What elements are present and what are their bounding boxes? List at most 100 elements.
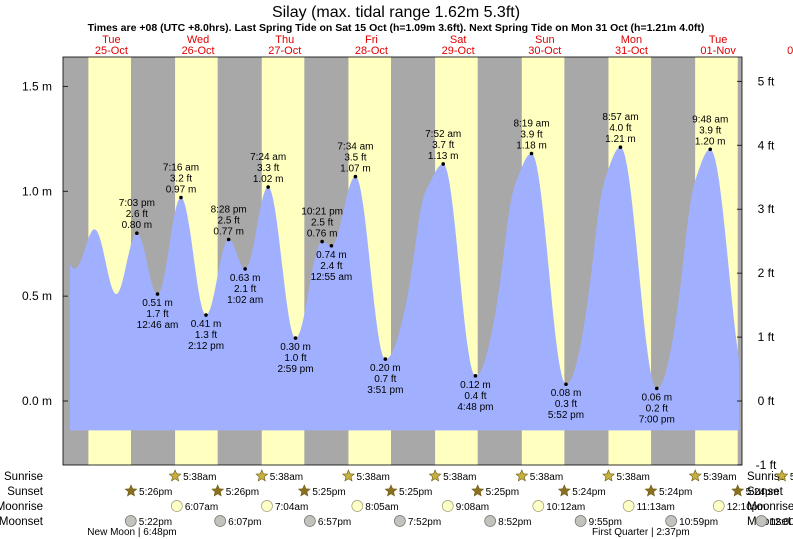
sunset-row-label-left: Sunset: [7, 486, 44, 498]
day-date-label: 28-Oct: [355, 45, 388, 57]
tide-time-label: 7:03 pm: [119, 198, 155, 209]
day-name-label: Sat: [450, 34, 467, 46]
tide-feet-label: 0.4 ft: [464, 391, 486, 402]
tide-height-label: 1.18 m: [516, 140, 547, 151]
moonset-time: 12:00am: [770, 517, 793, 528]
tide-feet-label: 0.7 ft: [374, 374, 396, 385]
sunset-icon: [211, 484, 225, 497]
sunset-time: 5:25pm: [312, 487, 345, 498]
moonrise-time: 7:04am: [275, 502, 308, 513]
day-name-label: Mon: [621, 34, 642, 46]
moonrise-icon: [441, 500, 454, 512]
sunset-icon: [557, 484, 571, 497]
tide-time-label: 2:12 pm: [188, 341, 224, 352]
day-date-label: 02-Nov: [787, 45, 793, 57]
y-right-tick-label: 0 ft: [758, 394, 775, 408]
tide-time-label: 3:51 pm: [367, 385, 403, 396]
tide-feet-label: 0.2 ft: [646, 403, 668, 414]
moonset-icon: [124, 515, 137, 527]
sunrise-icon: [688, 469, 702, 482]
sunrise-time: 5:38am: [183, 472, 216, 483]
tide-time-label: 7:00 pm: [639, 414, 675, 425]
sunrise-time: 5:38am: [270, 472, 303, 483]
tide-time-label: 7:16 am: [163, 163, 199, 174]
day-date-label: 01-Nov: [700, 45, 736, 57]
tide-height-label: 1.02 m: [253, 174, 284, 185]
sunrise-icon: [168, 469, 182, 482]
tide-time-label: 7:34 am: [337, 142, 373, 153]
sunset-time: 5:24pm: [572, 487, 605, 498]
day-name-label: Thu: [275, 34, 294, 46]
sunset-icon: [471, 484, 485, 497]
tide-point: [179, 195, 183, 200]
y-left-tick-label: 1.0 m: [22, 184, 52, 198]
sunset-time: 5:25pm: [486, 487, 519, 498]
tide-point: [654, 386, 659, 391]
tide-point: [441, 162, 446, 166]
tide-point: [204, 313, 208, 317]
moonset-time: 9:55pm: [589, 517, 622, 528]
sunset-row-label-right: Sunset: [747, 486, 784, 498]
sunset-time: 5:24pm: [746, 487, 779, 498]
tide-point: [529, 151, 534, 156]
sunset-icon: [384, 484, 398, 497]
tide-feet-label: 4.0 ft: [609, 123, 631, 134]
sunset-icon: [644, 484, 658, 497]
y-right-tick-label: -1 ft: [756, 458, 777, 472]
moonset-time: 5:22pm: [139, 517, 172, 528]
day-date-label: 26-Oct: [182, 45, 215, 57]
plot-frame: [62, 56, 743, 466]
tide-height-label: 0.63 m: [230, 273, 261, 284]
tide-height-label: 1.07 m: [340, 164, 371, 175]
first-quarter-label: First Quarter | 2:37pm: [592, 527, 690, 538]
sunset-time: 5:26pm: [139, 487, 172, 498]
moonset-icon: [755, 515, 768, 527]
sunrise-time: 5:38am: [616, 472, 649, 483]
tide-time-label: 8:28 pm: [211, 204, 247, 215]
y-left-tick-label: 0.5 m: [22, 289, 52, 303]
moonrise-time: 8:05am: [365, 502, 398, 513]
tide-feet-label: 2.4 ft: [320, 261, 342, 272]
moonrise-icon: [351, 500, 364, 512]
tide-height-label: 0.76 m: [307, 229, 338, 240]
sunrise-time: 5:38am: [443, 472, 476, 483]
y-right-tick-label: 2 ft: [758, 266, 775, 280]
y-right-tick-label: 1 ft: [758, 330, 775, 344]
tide-height-label: 0.51 m: [142, 298, 173, 309]
sunset-icon: [124, 484, 138, 497]
y-right-tick-label: 3 ft: [758, 202, 775, 216]
y-axis-left: 1.5 m 1.0 m 0.5 m 0.0 m: [22, 79, 68, 408]
tide-time-label: 10:21 pm: [301, 207, 343, 218]
moonrise-time: 9:08am: [456, 502, 489, 513]
sunrise-time: 5:39am: [790, 472, 793, 483]
moonset-icon: [574, 515, 587, 527]
tide-feet-label: 2.1 ft: [234, 284, 256, 295]
tide-time-label: 7:24 am: [250, 152, 286, 163]
sunrise-icon: [602, 469, 615, 482]
tide-height-label: 0.12 m: [460, 380, 491, 391]
day-name-label: Sun: [535, 34, 555, 46]
tide-feet-label: 3.9 ft: [520, 129, 542, 140]
tide-time-label: 5:52 pm: [548, 410, 584, 421]
moonset-icon: [394, 515, 406, 527]
tide-height-label: 0.41 m: [191, 319, 222, 330]
tide-point: [564, 382, 568, 387]
tide-time-label: 7:52 am: [425, 129, 461, 140]
tide-time-label: 9:48 am: [692, 114, 728, 125]
y-axis-right: 5 ft 4 ft 3 ft 2 ft 1 ft 0 ft -1 ft: [737, 74, 777, 472]
tide-point: [155, 292, 160, 296]
tide-point: [226, 237, 231, 242]
moonrise-icon: [712, 500, 725, 512]
moonset-icon: [484, 515, 496, 527]
tide-time-label: 1:02 am: [227, 295, 263, 306]
sunrise-time: 5:38am: [356, 472, 389, 483]
moonrise-row-label-left: Moonrise: [0, 501, 43, 513]
tide-height-label: 0.08 m: [551, 388, 582, 399]
tide-height-label: 1.13 m: [428, 151, 459, 162]
tide-feet-label: 2.5 ft: [218, 215, 240, 226]
tide-point: [473, 374, 478, 378]
tide-feet-label: 1.3 ft: [195, 330, 217, 341]
sunrise-row-label-left: Sunrise: [4, 471, 43, 483]
tide-point: [329, 243, 334, 248]
